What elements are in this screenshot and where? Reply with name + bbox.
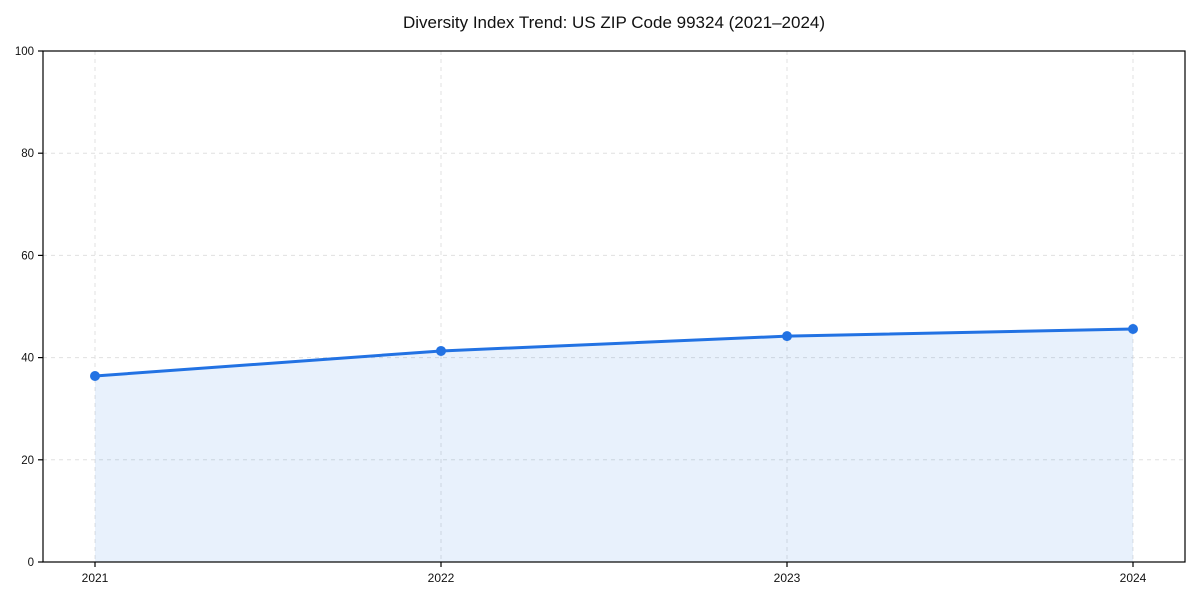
y-tick-label: 0 (28, 557, 34, 569)
y-tick-label: 80 (21, 148, 34, 160)
area-fill (95, 328, 1133, 562)
y-tick-label: 60 (21, 250, 34, 262)
x-tick-label: 2021 (82, 571, 109, 585)
x-tick-label: 2022 (428, 571, 455, 585)
x-tick-label: 2024 (1120, 571, 1147, 585)
trend-line (93, 327, 1135, 378)
y-tick-label: 40 (21, 353, 34, 365)
data-point-2023 (782, 331, 792, 342)
x-tick-label: 2023 (774, 571, 801, 585)
y-tick-label: 100 (15, 46, 34, 58)
data-point-2022 (436, 345, 446, 356)
data-point-2024 (1128, 323, 1138, 334)
chart-title: Diversity Index Trend: US ZIP Code 99324… (402, 13, 826, 32)
y-tick-label: 20 (21, 455, 34, 467)
plot-border (42, 50, 1186, 563)
data-point-2021 (90, 370, 100, 381)
